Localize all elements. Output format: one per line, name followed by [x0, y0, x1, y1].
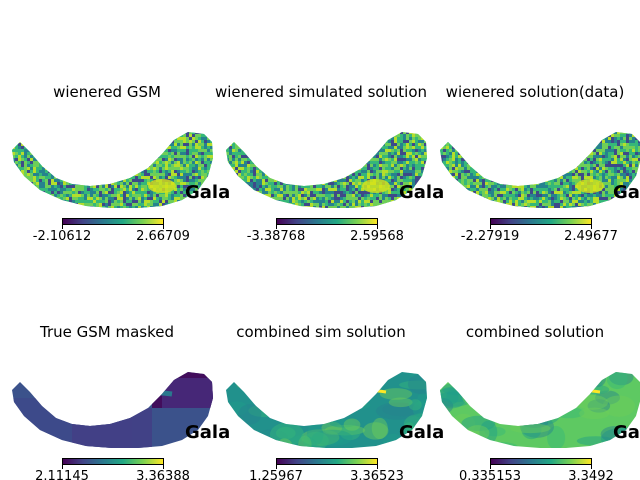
panel-title: wienered simulated solution: [214, 83, 427, 101]
colorbar-tick-min: [490, 225, 491, 229]
colorbar-min: -2.27919: [460, 229, 520, 244]
panel-true-gsm-masked: True GSM masked Gala 2.11145 3.36388: [0, 240, 230, 480]
colorbar-max: 3.36388: [136, 469, 190, 480]
colorbar-tick-max: [591, 465, 592, 469]
panel-title: combined solution: [465, 323, 605, 341]
colorbar-min: 0.335153: [458, 469, 522, 480]
coord-label: Gala: [613, 422, 640, 443]
sky-region: [440, 132, 640, 208]
panel-title: wienered solution(data): [445, 83, 625, 101]
colorbar-max: 3.36523: [350, 469, 404, 480]
coord-label: Gala: [185, 182, 231, 203]
colorbar: [62, 218, 164, 225]
colorbar-tick-max: [377, 465, 378, 469]
panel-wienered-solution-data: wienered solution(data) Gala -2.27919 2.…: [428, 0, 640, 244]
colorbar-tick-max: [163, 225, 164, 229]
colorbar-min: -2.10612: [32, 229, 92, 244]
colorbar-min: -3.38768: [246, 229, 306, 244]
colorbar-tick-min: [276, 465, 277, 469]
mollweide-map: [440, 132, 640, 208]
colorbar: [490, 218, 592, 225]
colorbar-min: 1.25967: [249, 469, 303, 480]
sky-region: [440, 372, 640, 448]
sky-region: [226, 372, 427, 448]
colorbar-max: 2.59568: [350, 229, 404, 244]
colorbar-tick-max: [163, 465, 164, 469]
mollweide-map: [226, 132, 427, 208]
sky-region: [12, 372, 213, 448]
colorbar-tick-min: [62, 465, 63, 469]
colorbar-tick-min: [276, 225, 277, 229]
panel-title: True GSM masked: [39, 323, 174, 341]
colorbar: [490, 458, 592, 465]
mollweide-map: [440, 372, 640, 448]
coord-label: Gala: [399, 422, 445, 443]
coord-label: Gala: [185, 422, 231, 443]
colorbar-max: 2.66709: [136, 229, 190, 244]
mollweide-map: [226, 372, 427, 448]
panel-wienered-gsm: wienered GSM Gala -2.10612 2.66709: [0, 0, 230, 244]
mollweide-map: [12, 372, 213, 448]
coord-label: Gala: [613, 182, 640, 203]
colorbar-tick-max: [377, 225, 378, 229]
colorbar-max: 3.3492: [568, 469, 614, 480]
panel-title: combined sim solution: [236, 323, 406, 341]
panel-combined-solution: combined solution Gala 0.335153 3.3492: [428, 240, 640, 480]
mollweide-map: [12, 132, 213, 208]
panel-combined-sim-solution: combined sim solution Gala 1.25967 3.365…: [214, 240, 444, 480]
colorbar-min: 2.11145: [35, 469, 89, 480]
colorbar: [62, 458, 164, 465]
colorbar-tick-min: [490, 465, 491, 469]
colorbar-max: 2.49677: [564, 229, 618, 244]
panel-title: wienered GSM: [53, 83, 161, 101]
colorbar: [276, 218, 378, 225]
coord-label: Gala: [399, 182, 445, 203]
panel-wienered-simulated-solution: wienered simulated solution Gala -3.3876…: [214, 0, 444, 244]
colorbar-tick-max: [591, 225, 592, 229]
colorbar: [276, 458, 378, 465]
colorbar-tick-min: [62, 225, 63, 229]
